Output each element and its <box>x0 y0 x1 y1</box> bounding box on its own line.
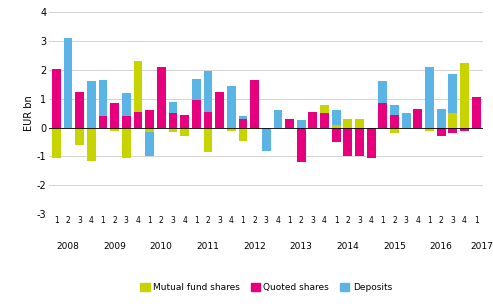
Bar <box>367 128 376 156</box>
Bar <box>355 119 364 128</box>
Bar <box>204 128 212 152</box>
Bar <box>390 105 399 128</box>
Bar <box>402 113 411 128</box>
Bar <box>472 97 481 128</box>
Bar <box>355 119 364 128</box>
Bar <box>367 128 376 158</box>
Bar <box>145 110 154 128</box>
Bar <box>204 112 212 128</box>
Bar <box>52 128 61 158</box>
Bar <box>460 63 469 128</box>
Bar <box>52 69 61 128</box>
Bar <box>87 81 96 128</box>
Bar <box>192 79 201 128</box>
Bar <box>192 100 201 128</box>
Bar <box>75 128 84 145</box>
Bar <box>297 121 306 128</box>
Bar <box>285 119 294 128</box>
Bar <box>180 128 189 136</box>
Bar <box>169 102 177 128</box>
Text: 2008: 2008 <box>57 242 79 251</box>
Bar <box>157 99 166 128</box>
Bar <box>239 116 247 128</box>
Text: 2012: 2012 <box>243 242 266 251</box>
Bar <box>332 125 341 128</box>
Bar <box>414 109 422 128</box>
Text: 2015: 2015 <box>383 242 406 251</box>
Text: 2014: 2014 <box>337 242 359 251</box>
Bar <box>157 67 166 128</box>
Bar <box>250 80 259 128</box>
Bar <box>145 128 154 132</box>
Bar <box>309 112 317 128</box>
Text: 2010: 2010 <box>150 242 173 251</box>
Bar <box>239 119 247 128</box>
Bar <box>110 128 119 131</box>
Bar <box>472 119 481 128</box>
Bar <box>239 128 247 141</box>
Bar <box>145 128 154 156</box>
Bar <box>227 128 236 131</box>
Text: 2016: 2016 <box>430 242 453 251</box>
Text: 2011: 2011 <box>197 242 219 251</box>
Bar <box>215 91 224 128</box>
Bar <box>169 128 177 132</box>
Bar <box>134 61 142 128</box>
Bar <box>122 116 131 128</box>
Bar <box>110 103 119 128</box>
Legend: Mutual fund shares, Quoted shares, Deposits: Mutual fund shares, Quoted shares, Depos… <box>137 279 395 296</box>
Bar <box>204 71 212 128</box>
Bar <box>320 105 329 128</box>
Bar <box>64 38 72 128</box>
Bar <box>425 67 434 128</box>
Bar <box>122 128 131 158</box>
Bar <box>437 128 446 131</box>
Bar <box>449 128 457 133</box>
Bar <box>332 128 341 142</box>
Bar <box>344 128 352 156</box>
Bar <box>379 81 387 128</box>
Bar <box>309 123 317 128</box>
Bar <box>180 115 189 128</box>
Bar <box>262 128 271 151</box>
Bar <box>449 113 457 128</box>
Bar <box>332 110 341 128</box>
Bar <box>449 74 457 128</box>
Bar <box>437 128 446 136</box>
Bar <box>344 119 352 128</box>
Bar <box>169 113 177 128</box>
Bar <box>122 93 131 128</box>
Bar <box>297 128 306 162</box>
Bar <box>390 128 399 133</box>
Bar <box>87 128 96 161</box>
Bar <box>390 115 399 128</box>
Text: 2017: 2017 <box>470 242 493 251</box>
Bar <box>437 109 446 128</box>
Bar <box>414 119 422 128</box>
Bar <box>227 86 236 128</box>
Y-axis label: EUR bn: EUR bn <box>24 95 34 131</box>
Bar <box>425 128 434 131</box>
Bar <box>99 116 107 128</box>
Bar <box>379 103 387 128</box>
Text: 2013: 2013 <box>290 242 313 251</box>
Bar <box>460 128 469 131</box>
Bar <box>274 110 282 128</box>
Bar <box>99 80 107 128</box>
Bar <box>250 128 259 129</box>
Bar <box>355 128 364 156</box>
Bar <box>75 91 84 128</box>
Text: 2009: 2009 <box>103 242 126 251</box>
Bar <box>134 112 142 128</box>
Bar <box>320 113 329 128</box>
